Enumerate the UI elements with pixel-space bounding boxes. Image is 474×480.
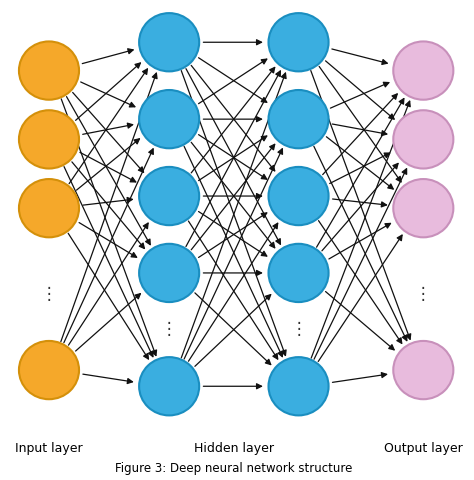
- Ellipse shape: [268, 91, 328, 149]
- Text: ⋮: ⋮: [161, 319, 177, 337]
- Ellipse shape: [19, 111, 79, 169]
- Ellipse shape: [139, 168, 199, 226]
- Text: Figure 3: Deep neural network structure: Figure 3: Deep neural network structure: [115, 461, 353, 474]
- Text: Hidden layer: Hidden layer: [194, 441, 274, 454]
- Text: ⋮: ⋮: [290, 319, 307, 337]
- Ellipse shape: [139, 91, 199, 149]
- Ellipse shape: [268, 14, 328, 72]
- Ellipse shape: [393, 111, 453, 169]
- Ellipse shape: [393, 341, 453, 399]
- Ellipse shape: [393, 42, 453, 100]
- Ellipse shape: [19, 341, 79, 399]
- Ellipse shape: [268, 168, 328, 226]
- Ellipse shape: [393, 180, 453, 238]
- Ellipse shape: [268, 244, 328, 302]
- Ellipse shape: [19, 42, 79, 100]
- Text: ⋮: ⋮: [415, 285, 432, 302]
- Ellipse shape: [19, 180, 79, 238]
- Text: ⋮: ⋮: [41, 285, 57, 302]
- Ellipse shape: [139, 244, 199, 302]
- Ellipse shape: [268, 358, 328, 416]
- Ellipse shape: [139, 358, 199, 416]
- Text: Input layer: Input layer: [15, 441, 83, 454]
- Text: Output layer: Output layer: [384, 441, 463, 454]
- Ellipse shape: [139, 14, 199, 72]
